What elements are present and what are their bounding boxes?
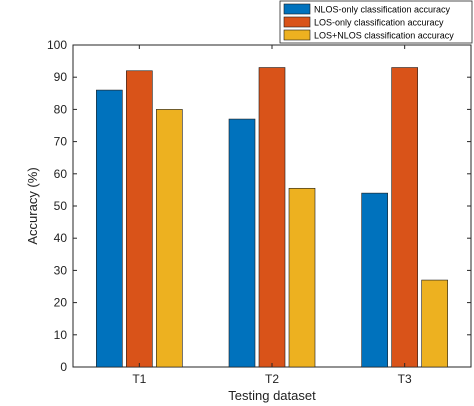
y-axis: 0 10 20 30 40 50 60 70 80 90 100 [47,38,471,374]
x-tick-label-t2: T2 [265,372,279,386]
y-tick-label: 100 [47,38,67,52]
bar-t3-series-1 [361,192,388,368]
legend-label-2: LOS-only classification accuracy [314,18,444,28]
bar-t2-series-2 [258,67,286,368]
legend-label-3: LOS+NLOS classification accuracy [314,31,454,41]
bar-t3-series-3 [421,279,448,368]
bar-t1-series-2 [126,70,153,368]
legend: NLOS-only classification accuracy LOS-onl… [279,0,473,44]
legend-swatch-3 [283,29,311,41]
bar-t2-series-3 [288,187,316,368]
y-tick-label: 10 [54,328,68,342]
y-tick-label: 50 [54,199,68,213]
legend-box [279,0,473,44]
y-tick-label: 40 [54,231,68,245]
y-tick-label: 80 [54,102,68,116]
bar-t1-series-3 [156,109,183,368]
legend-swatch-2 [283,16,311,28]
y-tick-label: 90 [54,70,68,84]
legend-label-1: NLOS-only classification accuracy [314,5,451,15]
bar-t1-series-1 [96,89,123,368]
bars-group [96,67,448,368]
y-tick-label: 70 [54,135,68,149]
y-tick-label: 30 [54,263,68,277]
x-tick-label-t1: T1 [132,372,146,386]
y-axis-title: Accuracy (%) [25,167,40,244]
y-tick-label: 20 [54,296,68,310]
y-tick-label: 0 [60,360,67,374]
y-tick-label: 60 [54,167,68,181]
x-axis: T1 T2 T3 [132,45,412,386]
x-tick-label-t3: T3 [398,372,412,386]
bar-t3-series-2 [391,67,418,368]
legend-swatch-1 [283,3,311,15]
bar-t2-series-1 [228,118,256,368]
x-axis-title: Testing dataset [228,388,316,403]
